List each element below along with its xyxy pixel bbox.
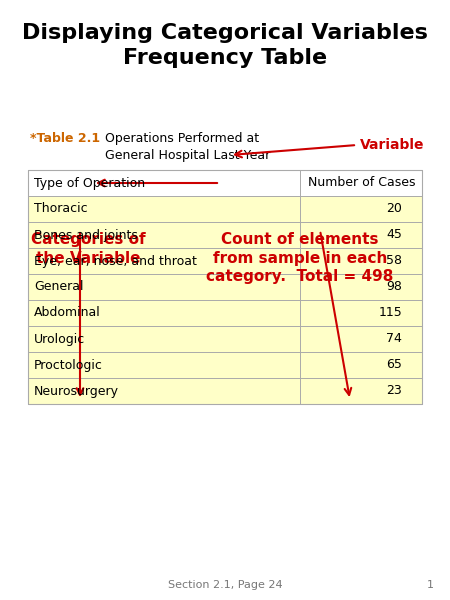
Text: Bones and joints: Bones and joints	[34, 229, 138, 241]
Text: Section 2.1, Page 24: Section 2.1, Page 24	[168, 580, 282, 590]
Text: 45: 45	[386, 229, 402, 241]
Text: Categories of
the Variable: Categories of the Variable	[31, 232, 145, 266]
Text: 23: 23	[386, 385, 402, 397]
Bar	[28, 170, 422, 404]
Bar	[28, 170, 422, 404]
Text: 115: 115	[378, 307, 402, 319]
Text: Proctologic: Proctologic	[34, 358, 103, 371]
Text: Eye, ear, nose, and throat: Eye, ear, nose, and throat	[34, 254, 197, 268]
Text: Displaying Categorical Variables
Frequency Table: Displaying Categorical Variables Frequen…	[22, 23, 428, 68]
Text: Thoracic: Thoracic	[34, 202, 88, 215]
Text: 58: 58	[386, 254, 402, 268]
Text: 98: 98	[386, 280, 402, 293]
Text: Variable: Variable	[360, 138, 424, 152]
Text: Count of elements
from sample in each
category.  Total = 498: Count of elements from sample in each ca…	[206, 232, 394, 284]
Text: Number of Cases: Number of Cases	[309, 176, 416, 190]
Text: *Table 2.1: *Table 2.1	[30, 132, 100, 145]
Text: General: General	[34, 280, 84, 293]
Text: 1: 1	[427, 580, 433, 590]
Text: Neurosurgery: Neurosurgery	[34, 385, 119, 397]
Text: 20: 20	[386, 202, 402, 215]
Text: Type of Operation: Type of Operation	[34, 176, 145, 190]
Text: 74: 74	[386, 332, 402, 346]
Text: Operations Performed at
General Hospital Last Year: Operations Performed at General Hospital…	[105, 132, 270, 162]
Text: Abdominal: Abdominal	[34, 307, 101, 319]
Text: 65: 65	[386, 358, 402, 371]
Text: Urologic: Urologic	[34, 332, 85, 346]
Bar	[28, 170, 422, 196]
